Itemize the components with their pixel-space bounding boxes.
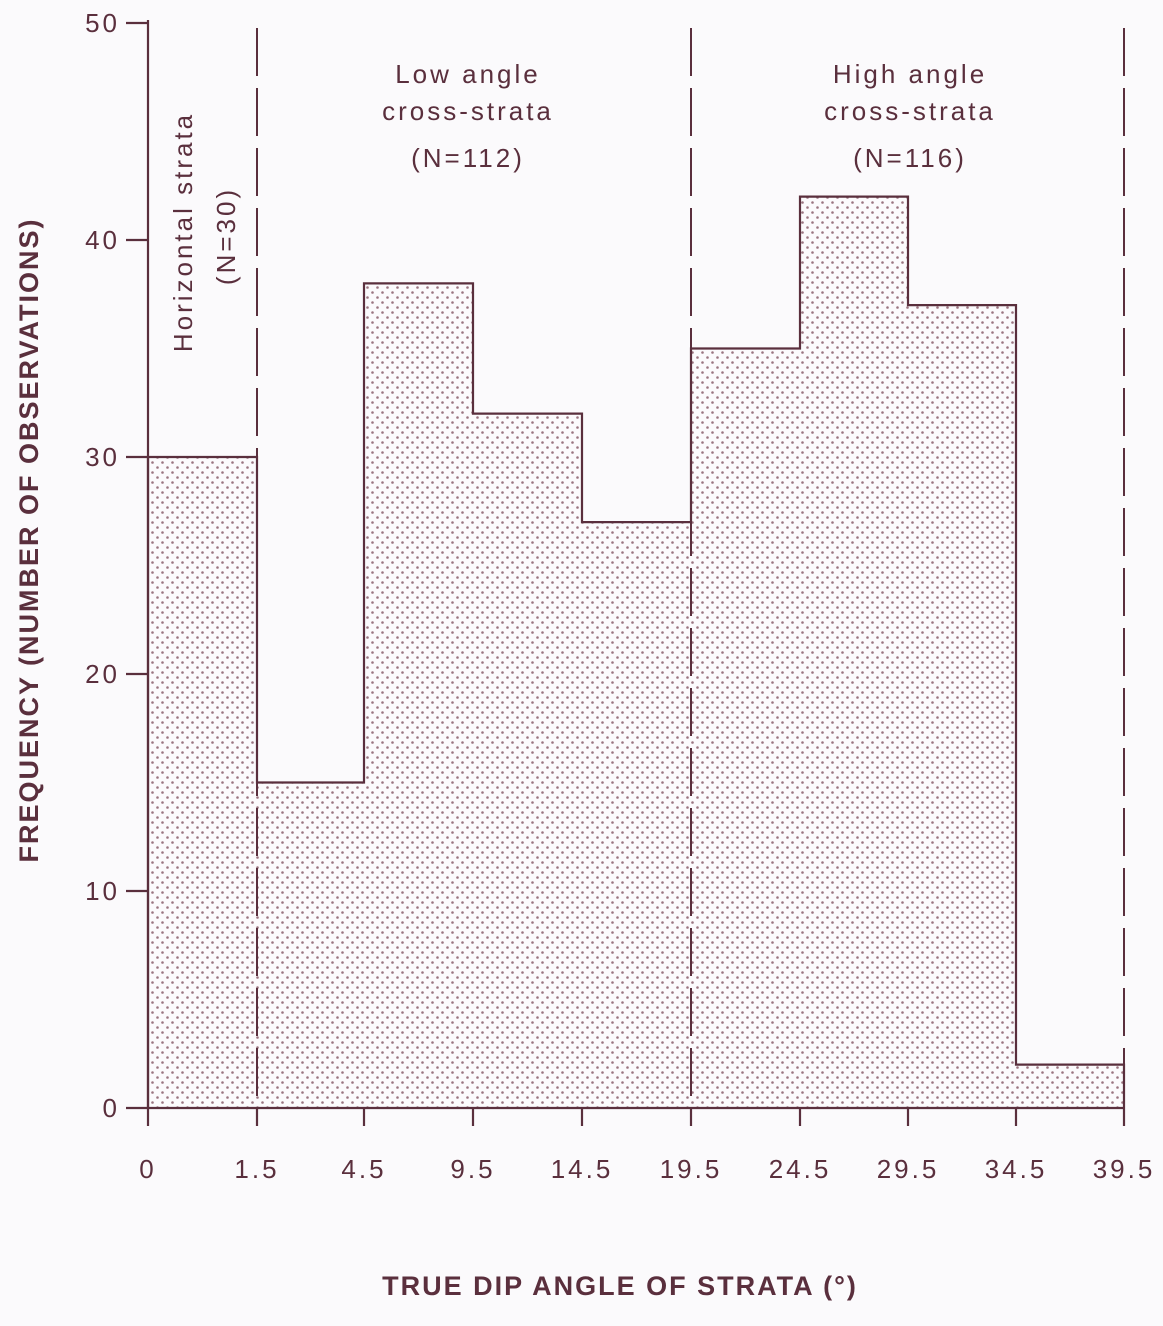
x-tick-label: 0 [139,1154,156,1184]
x-tick-label: 14.5 [551,1154,614,1184]
histogram-outline-layer [146,195,1126,1108]
zone-label-high-angle: cross-strata [824,96,996,126]
x-tick-label: 39.5 [1093,1154,1156,1184]
y-tick-label: 30 [85,442,120,472]
x-tick-label: 1.5 [234,1154,279,1184]
histogram-bar [473,413,582,1109]
zone-count-horizontal-strata: (N=30) [211,187,241,285]
x-tick-label: 19.5 [660,1154,723,1184]
y-tick-label: 50 [85,8,120,38]
histogram-bar [691,348,800,1108]
axes-layer [126,20,1126,1126]
labels-layer: 0 10 20 30 40 50 0 1.5 4.5 9.5 14.5 19.5 24.5 29.5 34.… [14,8,1156,1301]
x-axis-title: TRUE DIP ANGLE OF STRATA (°) [382,1271,858,1301]
y-tick-label: 20 [85,659,120,689]
histogram-outline [146,195,1126,1108]
y-axis-title: FREQUENCY (NUMBER OF OBSERVATIONS) [14,217,44,862]
y-tick-label: 40 [85,225,120,255]
zone-label-horizontal-strata: Horizontal strata [168,112,198,352]
y-tick-label: 10 [85,876,120,906]
x-tick-label: 24.5 [769,1154,832,1184]
x-tick-label: 9.5 [450,1154,495,1184]
x-tick-label: 34.5 [985,1154,1048,1184]
histogram-bar [908,305,1016,1109]
bars-layer [148,196,1124,1109]
zone-divider-layer [256,28,1125,1108]
histogram-bar [148,457,257,1108]
x-tick-label: 4.5 [341,1154,386,1184]
histogram-bar [364,283,473,1108]
zone-label-low-angle: (N=112) [411,143,525,173]
histogram-bar [1016,1064,1124,1108]
zone-label-low-angle: cross-strata [382,96,554,126]
zone-label-high-angle: High angle [833,59,987,89]
histogram-bar [582,522,691,1108]
histogram-bar [257,782,364,1108]
zone-label-high-angle: (N=116) [853,143,967,173]
y-tick-label: 0 [103,1093,120,1123]
x-tick-label: 29.5 [877,1154,940,1184]
zone-label-low-angle: Low angle [395,59,541,89]
histogram-bar [800,196,908,1109]
